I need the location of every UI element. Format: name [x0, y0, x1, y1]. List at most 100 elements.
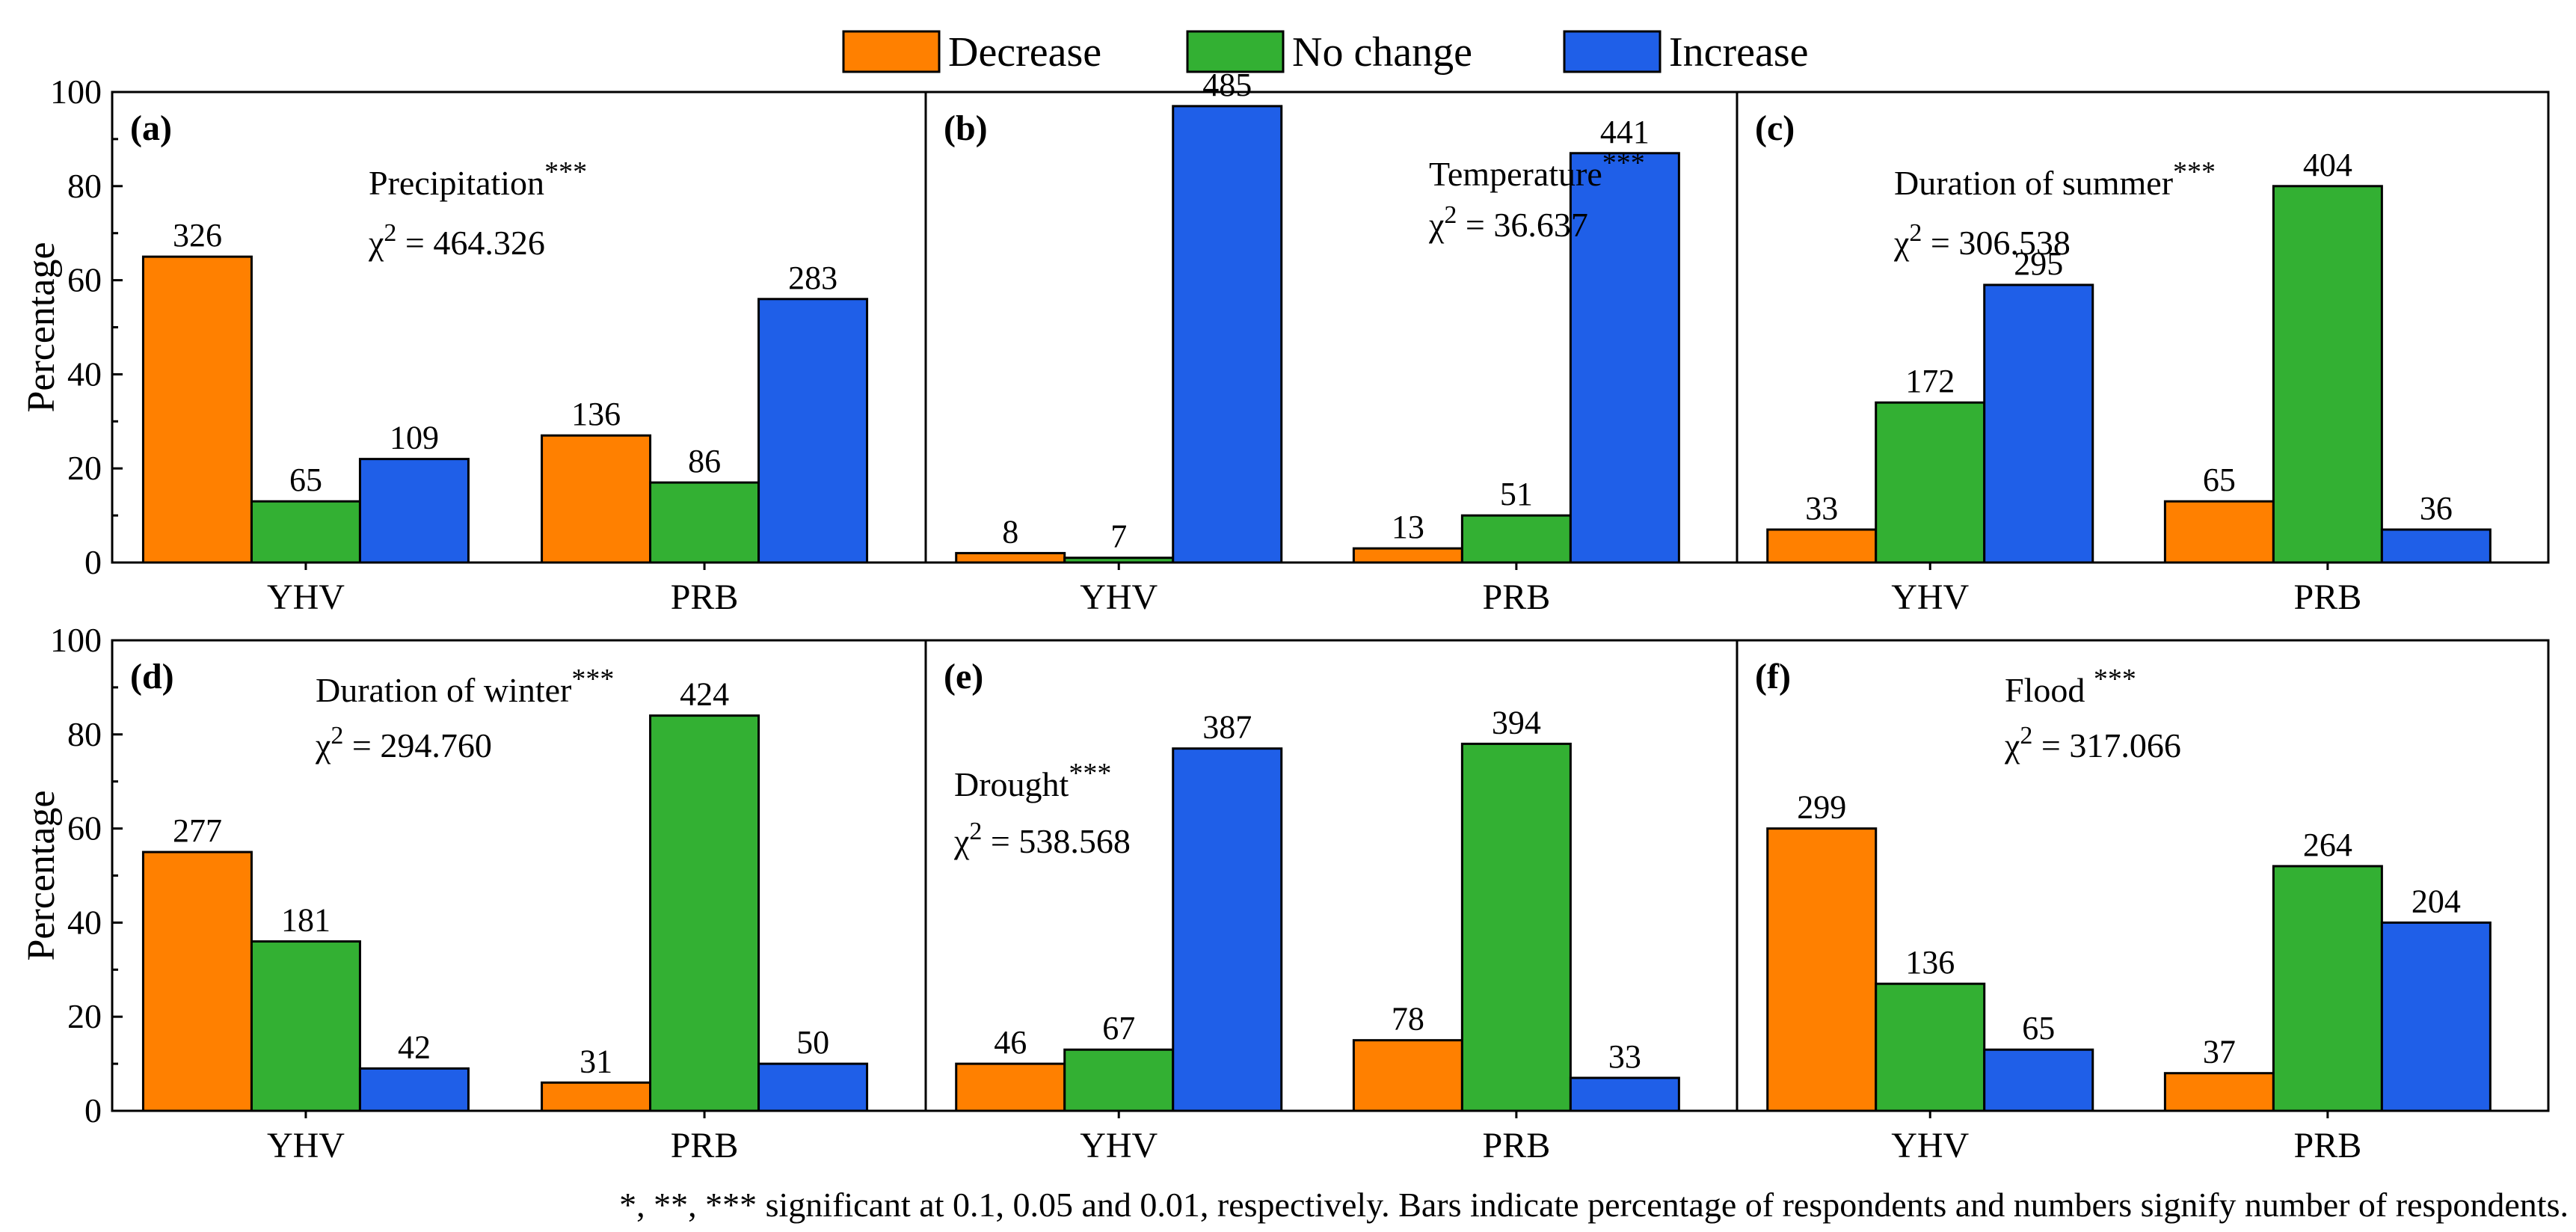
chi-square-stat: χ2 = 538.568 [953, 818, 1131, 860]
chi-symbol: χ [1893, 224, 1910, 262]
data-label: 264 [2303, 827, 2352, 863]
chi-square-stat: χ2 = 294.760 [315, 722, 492, 764]
chi-superscript: 2 [1909, 219, 1922, 247]
x-tick-label: YHV [267, 1126, 345, 1165]
data-label: 8 [1002, 513, 1018, 550]
y-tick-label: 20 [67, 997, 102, 1035]
data-label: 204 [2411, 883, 2461, 919]
panel-d: 277 181 42 YHV 31 424 50 PRB (d) Duration of wint… [111, 639, 927, 1165]
bar-decrease [1766, 528, 1878, 564]
x-tick-label: PRB [671, 577, 739, 617]
data-label: 387 [1202, 709, 1252, 746]
panel-tag: (e) [944, 657, 983, 696]
data-label: 485 [1202, 67, 1252, 103]
y-tick-label: 0 [84, 543, 102, 581]
panel-title-text: Flood [2005, 671, 2094, 709]
data-label: 326 [173, 217, 222, 254]
footnote: *, **, *** significant at 0.1, 0.05 and … [619, 1186, 2569, 1224]
data-label: 65 [2203, 462, 2236, 498]
y-axis-title: Percentage [20, 790, 63, 960]
bar-increase [1569, 152, 1680, 564]
chi-value: = 538.568 [982, 822, 1130, 860]
bar-increase [358, 458, 470, 564]
x-tick-label: YHV [1080, 577, 1158, 617]
data-label: 78 [1392, 1001, 1424, 1038]
panel-frame [1736, 639, 2550, 1112]
x-tick-label: YHV [1891, 577, 1969, 617]
y-tick-label: 100 [50, 73, 102, 111]
significance-stars: *** [1602, 147, 1645, 179]
bar-increase [757, 1062, 869, 1112]
bar-no-change [1460, 742, 1572, 1112]
y-tick-label: 60 [67, 809, 102, 848]
bar-no-change [2272, 185, 2383, 564]
bar-no-change [250, 500, 361, 564]
x-tick-label: PRB [2294, 1126, 2362, 1165]
data-label: 394 [1492, 704, 1541, 741]
y-tick-label: 80 [67, 167, 102, 205]
panel-title-text: Duration of summer [1894, 164, 2173, 202]
y-axis-labels: 0 20 40 60 80 100 Percentage 0 20 40 60 80 100 Percen… [20, 73, 102, 1130]
panel-title-text: Precipitation [369, 164, 544, 202]
chi-square-stat: χ2 = 464.326 [368, 219, 545, 262]
bar-decrease [141, 851, 253, 1112]
bar-decrease [541, 1081, 652, 1112]
data-label: 65 [2022, 1010, 2055, 1046]
chi-square-stat: χ2 = 36.637 [1428, 201, 1588, 244]
data-label: 441 [1600, 114, 1650, 150]
panel-title: Precipitation*** [369, 156, 587, 202]
chi-symbol: χ [1428, 206, 1445, 244]
data-label: 46 [994, 1024, 1027, 1061]
chi-square-stat: χ2 = 317.066 [2004, 722, 2181, 764]
panel-title: Flood *** [2005, 663, 2136, 709]
data-label: 65 [289, 462, 322, 498]
bar-decrease [541, 434, 652, 564]
chi-value: = 464.326 [396, 224, 544, 262]
significance-stars: *** [2173, 156, 2216, 188]
x-tick-label: YHV [1080, 1126, 1158, 1165]
data-label: 136 [571, 396, 621, 432]
data-label: 13 [1392, 509, 1424, 545]
bar-no-change [649, 481, 760, 564]
panel-tag: (c) [1755, 108, 1795, 148]
x-tick-label: PRB [671, 1126, 739, 1165]
bar-decrease [1352, 547, 1463, 564]
data-label: 109 [390, 420, 439, 456]
data-label: 86 [688, 443, 721, 479]
bar-increase [1172, 747, 1283, 1112]
chi-superscript: 2 [969, 818, 982, 845]
bar-decrease [1352, 1039, 1463, 1112]
chi-value: = 36.637 [1457, 206, 1587, 244]
panel-frame [1736, 91, 2550, 564]
chi-value: = 306.538 [1922, 224, 2070, 262]
y-tick-label: 40 [67, 355, 102, 393]
panels: 32665109YHV13686283PRB(a)Precipitation**… [111, 67, 2550, 1165]
chi-superscript: 2 [2020, 722, 2032, 750]
panel-title-text: Temperature [1429, 155, 1602, 193]
panel-tag: (f) [1755, 657, 1791, 696]
y-tick-label: 60 [67, 261, 102, 299]
bar-decrease [141, 255, 253, 564]
x-tick-label: YHV [1891, 1126, 1969, 1165]
bar-no-change [2272, 865, 2383, 1112]
data-label: 277 [173, 812, 222, 849]
data-label: 37 [2203, 1034, 2236, 1070]
y-tick-label: 40 [67, 903, 102, 941]
legend-label-3: Increase [1669, 29, 1809, 76]
bar-increase [1983, 284, 2094, 564]
panel-tag: (b) [944, 108, 988, 148]
legend: Decrease No change Increase [842, 29, 1809, 76]
data-label: 283 [788, 260, 837, 296]
data-label: 33 [1608, 1038, 1641, 1075]
bar-decrease [1766, 827, 1878, 1112]
panel-title: Temperature*** [1429, 147, 1645, 193]
legend-swatch-3 [1563, 30, 1662, 73]
bar-increase [1569, 1076, 1680, 1112]
bar-increase [2380, 921, 2492, 1112]
significance-stars: *** [544, 156, 587, 188]
data-label: 42 [398, 1029, 431, 1065]
x-tick-label: PRB [1483, 577, 1551, 617]
bar-no-change [1875, 982, 1986, 1112]
data-label: 424 [680, 676, 729, 713]
significance-stars: *** [2094, 663, 2136, 695]
